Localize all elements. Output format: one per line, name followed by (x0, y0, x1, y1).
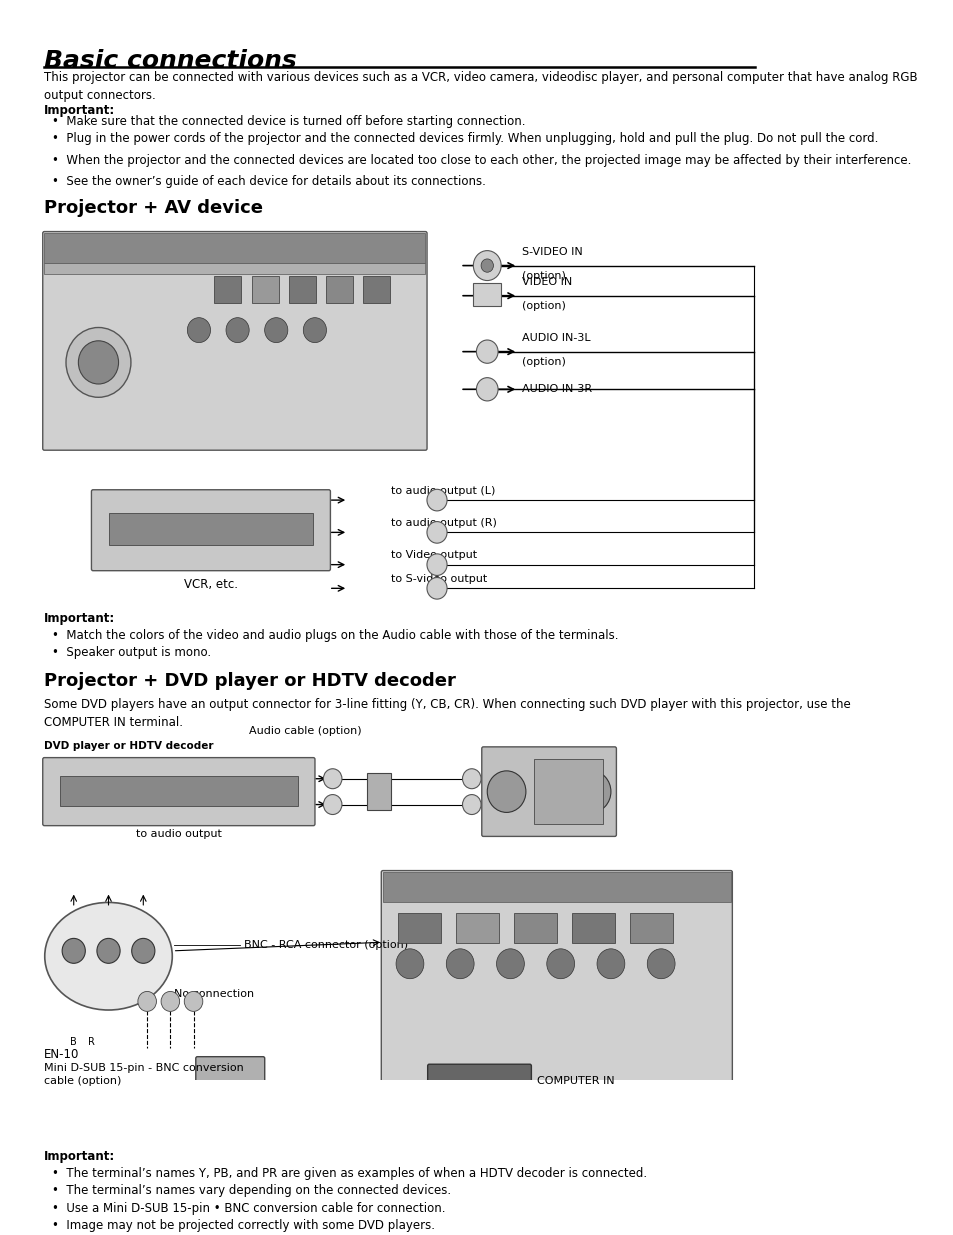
Circle shape (97, 939, 120, 963)
Bar (514, 913, 557, 944)
Circle shape (264, 317, 288, 342)
Circle shape (427, 489, 447, 511)
Circle shape (476, 378, 497, 401)
Circle shape (323, 794, 341, 815)
Text: DVD player or HDTV decoder: DVD player or HDTV decoder (44, 741, 213, 751)
Circle shape (427, 578, 447, 599)
Bar (382, 872, 730, 903)
FancyBboxPatch shape (43, 232, 427, 451)
Text: •  Plug in the power cords of the projector and the connected devices firmly. Wh: • Plug in the power cords of the project… (52, 132, 878, 146)
Bar (456, 913, 498, 944)
Circle shape (323, 768, 341, 789)
Bar (362, 277, 390, 304)
Circle shape (78, 341, 118, 384)
FancyBboxPatch shape (43, 757, 314, 826)
Text: Important:: Important: (44, 104, 115, 117)
Text: This projector can be connected with various devices such as a VCR, video camera: This projector can be connected with var… (44, 70, 917, 101)
Text: S-VIDEO IN: S-VIDEO IN (521, 247, 582, 257)
Circle shape (161, 992, 179, 1011)
Circle shape (62, 939, 85, 963)
Text: •  See the owner’s guide of each device for details about its connections.: • See the owner’s guide of each device f… (52, 175, 485, 188)
Circle shape (462, 794, 480, 815)
Text: •  The terminal’s names vary depending on the connected devices.: • The terminal’s names vary depending on… (52, 1184, 451, 1197)
Text: AUDIO IN-3L: AUDIO IN-3L (521, 333, 590, 343)
Circle shape (480, 259, 493, 272)
Text: VIDEO IN: VIDEO IN (521, 277, 572, 287)
Text: No connection: No connection (174, 988, 254, 999)
FancyBboxPatch shape (481, 747, 616, 836)
Circle shape (427, 521, 447, 543)
Text: •  Use a Mini D-SUB 15-pin • BNC conversion cable for connection.: • Use a Mini D-SUB 15-pin • BNC conversi… (52, 1202, 445, 1214)
Text: Basic connections: Basic connections (44, 49, 296, 73)
Circle shape (473, 251, 500, 280)
Circle shape (597, 948, 624, 978)
Bar (325, 277, 353, 304)
Circle shape (646, 948, 675, 978)
Circle shape (303, 317, 326, 342)
Bar (44, 263, 425, 274)
Circle shape (496, 948, 524, 978)
Text: Important:: Important: (44, 613, 115, 625)
Circle shape (572, 771, 610, 813)
Circle shape (66, 327, 131, 398)
Text: (option): (option) (521, 301, 565, 311)
Text: •  Make sure that the connected device is turned off before starting connection.: • Make sure that the connected device is… (52, 115, 525, 128)
Circle shape (187, 317, 211, 342)
Text: •  The terminal’s names Y, PB, and PR are given as examples of when a HDTV decod: • The terminal’s names Y, PB, and PR are… (52, 1167, 646, 1181)
Text: •  Speaker output is mono.: • Speaker output is mono. (52, 646, 211, 659)
Text: to S-video output: to S-video output (390, 574, 486, 584)
FancyBboxPatch shape (427, 1065, 531, 1098)
Bar (214, 277, 241, 304)
Text: Projector + AV device: Projector + AV device (44, 199, 263, 217)
Circle shape (546, 948, 574, 978)
FancyBboxPatch shape (91, 490, 330, 571)
Circle shape (395, 948, 423, 978)
Text: VCR, etc.: VCR, etc. (184, 578, 237, 590)
Circle shape (462, 768, 480, 789)
Text: to audio output (R): to audio output (R) (390, 517, 496, 529)
Text: R: R (88, 1037, 94, 1047)
Text: •  Match the colors of the video and audio plugs on the Audio cable with those o: • Match the colors of the video and audi… (52, 629, 618, 642)
Circle shape (138, 992, 156, 1011)
Bar (398, 913, 440, 944)
Bar (44, 233, 425, 263)
Text: Mini D-SUB 15-pin - BNC conversion
cable (option): Mini D-SUB 15-pin - BNC conversion cable… (44, 1063, 244, 1086)
Ellipse shape (45, 903, 172, 1010)
Text: Projector + DVD player or HDTV decoder: Projector + DVD player or HDTV decoder (44, 672, 456, 690)
Bar (572, 913, 614, 944)
Circle shape (487, 771, 525, 813)
Bar (252, 277, 278, 304)
Text: BNC - RCA connector (option): BNC - RCA connector (option) (244, 941, 408, 951)
Text: •  When the projector and the connected devices are located too close to each ot: • When the projector and the connected d… (52, 153, 910, 167)
Text: B: B (70, 1037, 76, 1047)
Circle shape (476, 340, 497, 363)
Bar (630, 913, 672, 944)
Text: COMPUTER IN: COMPUTER IN (537, 1076, 615, 1086)
Circle shape (132, 939, 154, 963)
Text: Audio cable (option): Audio cable (option) (249, 726, 361, 736)
Bar (533, 760, 602, 824)
Text: Some DVD players have an output connector for 3-line fitting (Y, CB, CR). When c: Some DVD players have an output connecto… (44, 698, 850, 729)
Bar (289, 277, 315, 304)
Bar (109, 513, 313, 546)
Text: (option): (option) (521, 357, 565, 367)
FancyBboxPatch shape (195, 1057, 264, 1093)
Text: to audio output (L): to audio output (L) (390, 485, 495, 495)
Circle shape (446, 948, 474, 978)
Circle shape (184, 992, 203, 1011)
Text: (option): (option) (521, 270, 565, 280)
Bar (367, 773, 390, 810)
Text: to Video output: to Video output (390, 551, 476, 561)
Text: to audio output: to audio output (135, 829, 221, 840)
Bar (60, 776, 297, 805)
Text: EN-10: EN-10 (44, 1047, 80, 1061)
Bar (473, 283, 500, 306)
Circle shape (226, 317, 249, 342)
Circle shape (427, 553, 447, 576)
Text: •  Image may not be projected correctly with some DVD players.: • Image may not be projected correctly w… (52, 1219, 435, 1231)
FancyBboxPatch shape (381, 871, 732, 1119)
Text: Important:: Important: (44, 1150, 115, 1163)
Text: AUDIO IN-3R: AUDIO IN-3R (521, 384, 592, 394)
